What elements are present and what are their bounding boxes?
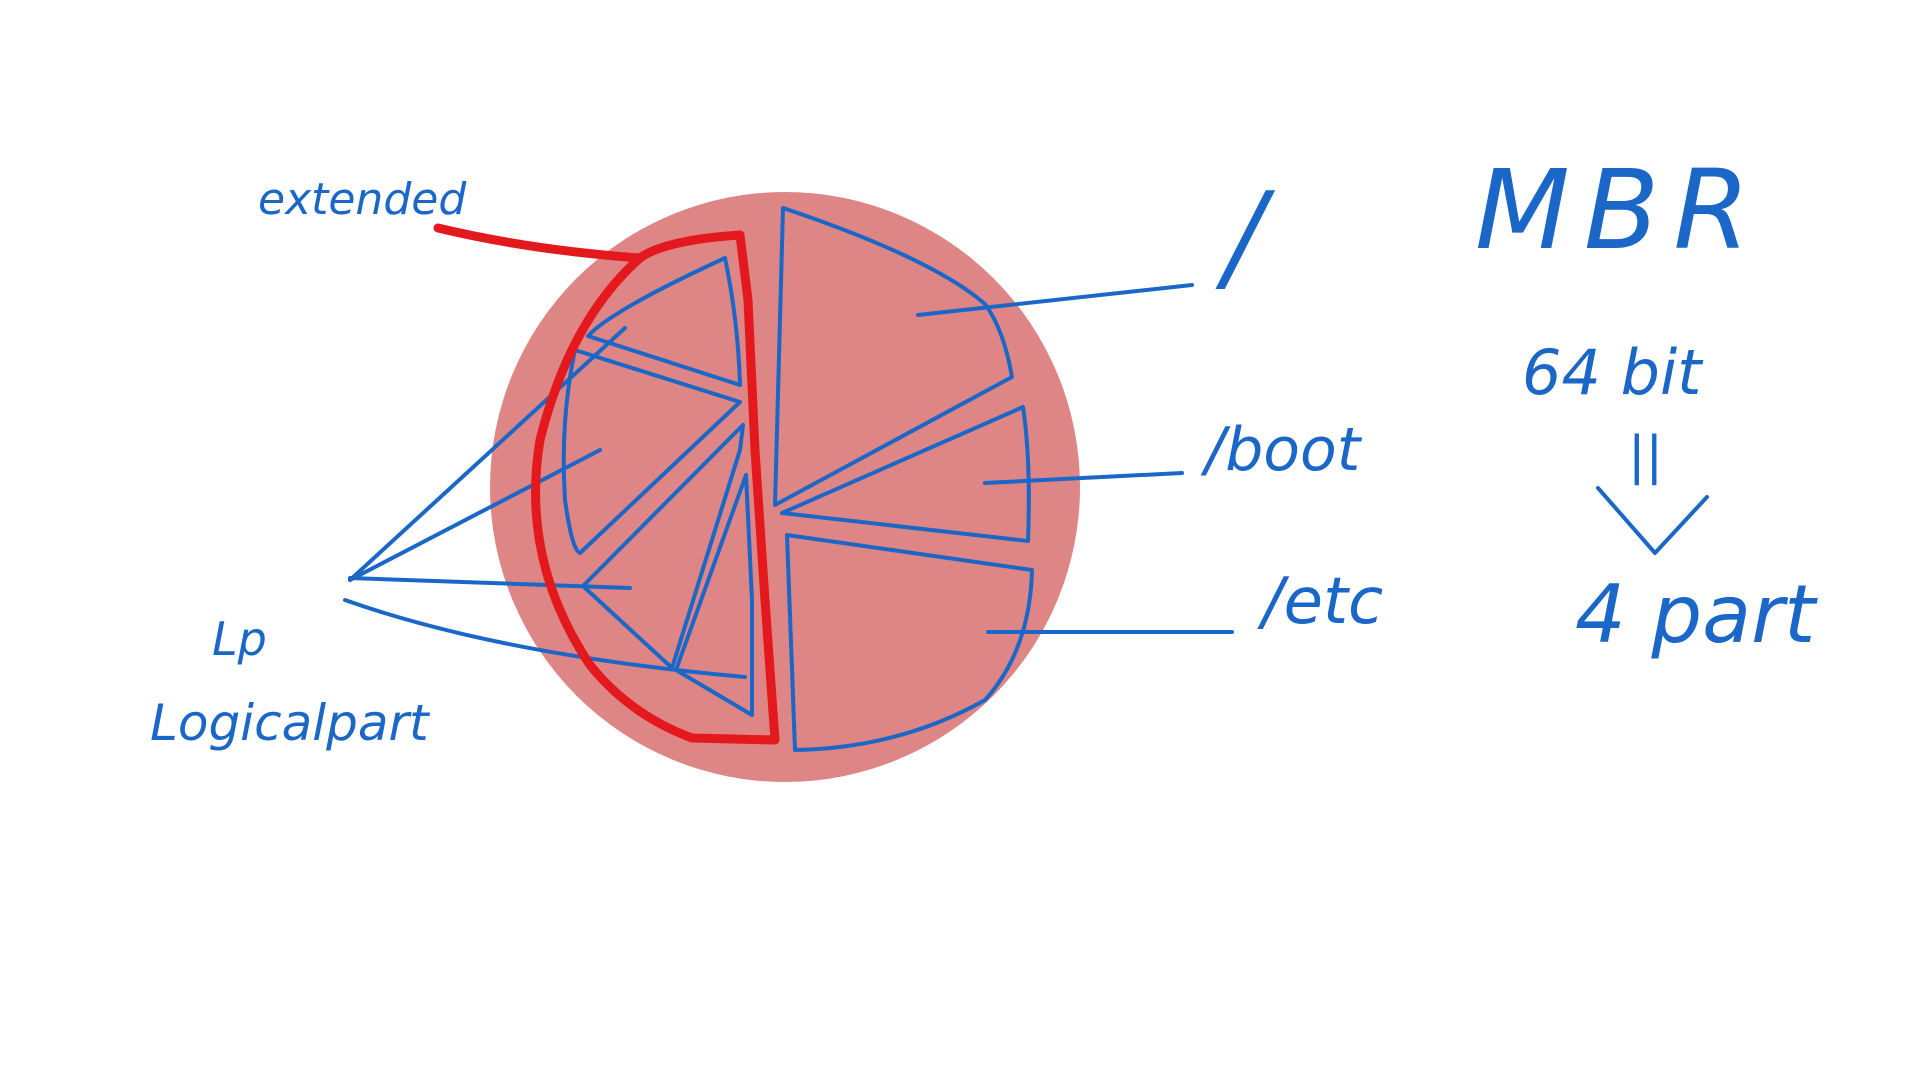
- pointer-line-root: [916, 283, 1194, 317]
- logical-partition-4: [674, 473, 754, 717]
- label-boot: /boot: [1205, 415, 1361, 485]
- label-equals: ||: [1628, 426, 1664, 486]
- primary-partition-etc: [785, 533, 1034, 752]
- label-arrow: ↓: [1626, 485, 1628, 487]
- primary-partition-root: [773, 206, 1014, 507]
- label-bits: 64 bit: [1522, 336, 1702, 409]
- pointer-line-lp-4: [343, 598, 747, 679]
- logical-partition-3: [581, 423, 745, 670]
- pointer-line-boot: [983, 471, 1184, 485]
- extended-partition-outline: [531, 230, 780, 745]
- primary-partition-boot: [780, 405, 1031, 543]
- label-root: /: [1225, 168, 1266, 307]
- label-extended: extended: [258, 174, 467, 225]
- label-logical-part: Logicalpart: [150, 694, 429, 752]
- label-mbr: MBR: [1475, 146, 1764, 274]
- pointer-line-lp-1: [348, 326, 627, 582]
- pointer-line-lp-3: [348, 576, 632, 590]
- pointer-line-lp-2: [348, 448, 602, 582]
- logical-partition-1: [586, 256, 742, 387]
- extended-pointer-line: [433, 223, 645, 263]
- logical-partition-2: [561, 348, 742, 555]
- label-parts: 4 part: [1575, 568, 1816, 661]
- arrow-down-icon: [1596, 486, 1709, 555]
- label-lp: Lp: [212, 612, 267, 666]
- label-etc: /etc: [1262, 565, 1384, 639]
